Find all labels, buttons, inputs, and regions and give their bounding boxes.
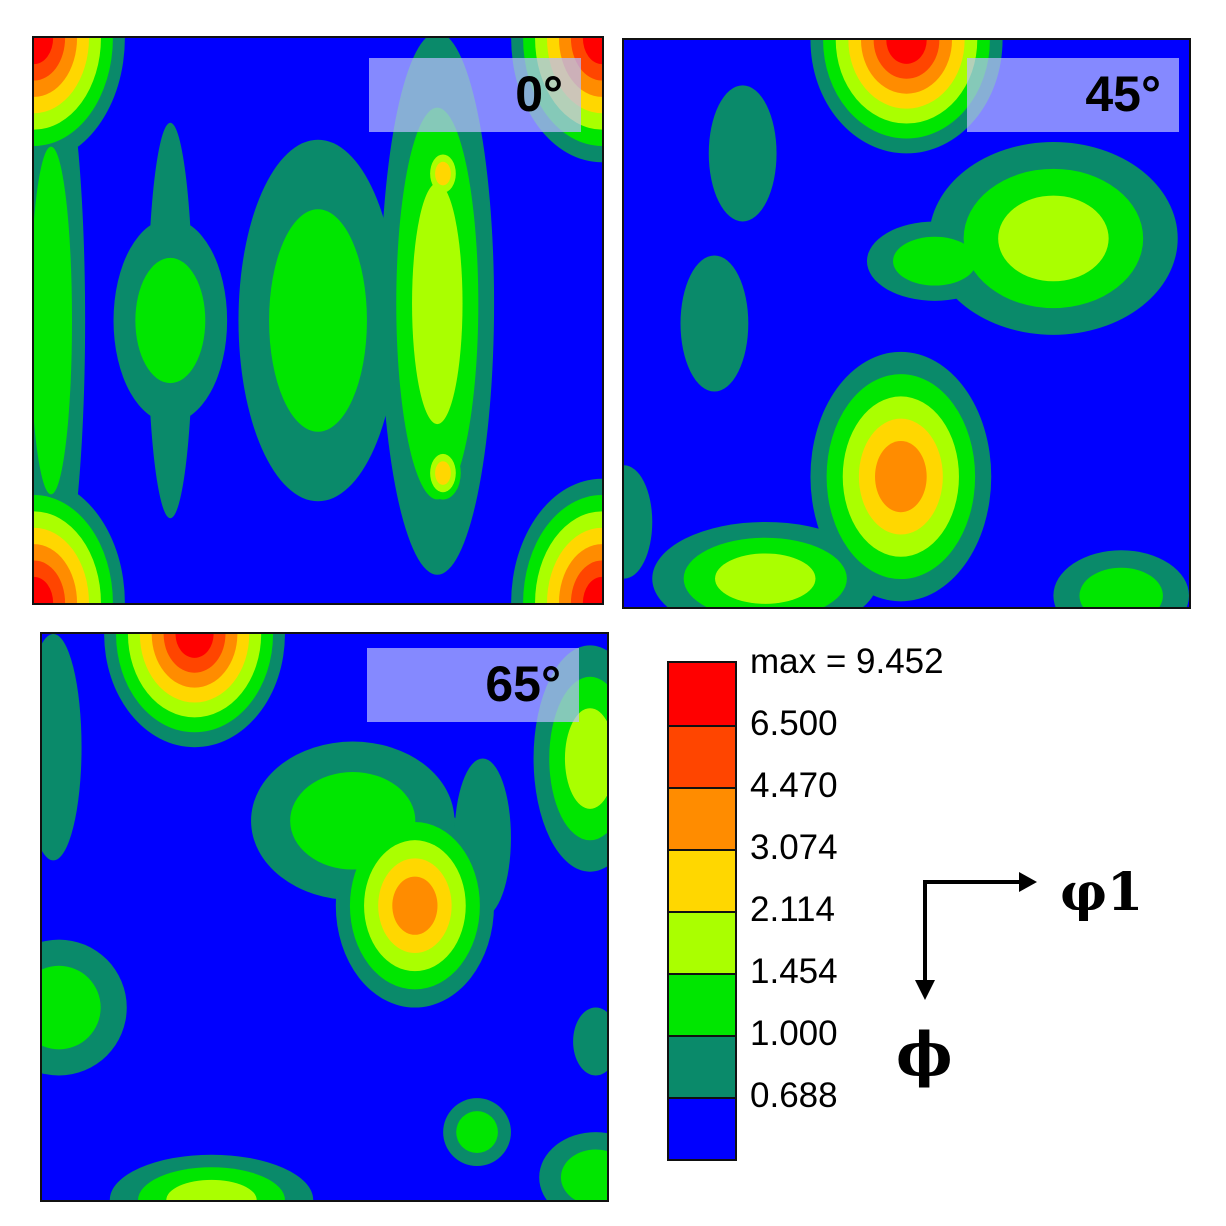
contour-p45-f7-level2 [1079,567,1163,607]
contour-p65-f5-level2 [42,965,101,1050]
section-label-0deg: 0° [369,58,581,132]
contour-p0-f2-level7 [582,38,602,65]
legend-label-2: 1.454 [750,952,838,991]
contour-p45-f1-level5 [875,440,927,513]
legend-label-0: 0.688 [750,1076,838,1115]
legend-swatch-2 [669,973,735,1035]
section-label-65deg: 65° [367,648,579,722]
legend-swatch-1 [669,1035,735,1097]
contour-p0-f1-level7 [34,576,54,603]
odf-section-0deg: 0° [32,36,604,605]
contour-p45-f3-level2 [893,236,977,286]
contour-p0-f4-level2 [34,146,73,495]
contour-p45-f0-level7 [886,40,927,64]
legend-swatch-3 [669,911,735,973]
legend-swatch-7 [669,663,735,725]
contour-p0-f5-level2 [135,257,206,384]
contour-p0-f8-level3 [412,183,463,425]
legend-label-6: 6.500 [750,704,838,743]
contour-p65-f3-level3 [564,708,607,809]
axis-arrows [915,872,1037,1000]
contour-p65-f7-level2 [456,1111,498,1153]
odf-section-45deg: 45° [622,38,1191,609]
legend-label-4: 3.074 [750,828,838,867]
legend-swatch-5 [669,787,735,849]
contour-p45-f5-level1 [680,255,749,392]
contour-p0-f0-level7 [34,38,54,65]
color-scale-bar [667,661,737,1161]
odf-section-65deg: 65° [40,632,609,1202]
odf-contour-0deg [34,38,602,603]
legend-swatch-0 [669,1097,735,1159]
legend-swatch-6 [669,725,735,787]
contour-p65-f0-level7 [175,634,214,658]
contour-p65-f1-level5 [392,876,438,935]
contour-p0-f7-level2 [269,209,367,432]
legend-label-5: 4.470 [750,766,838,805]
contour-p45-f4-level1 [708,85,777,222]
legend-label-3: 2.114 [750,890,835,929]
contour-p0-f3-level7 [582,576,602,603]
contour-p65-f8-level3 [166,1179,257,1200]
legend-label-1: 1.000 [750,1014,838,1053]
contour-p65-f2-level2 [290,772,416,870]
legend-label-7: max = 9.452 [750,642,944,681]
contour-p45-f6-level3 [715,553,816,604]
contour-p45-f8-level1 [624,465,653,579]
contour-p65-f10-level1 [573,1007,607,1076]
contour-p0-f10-level4 [435,461,451,485]
contour-p45-f2-level3 [998,195,1109,282]
legend-swatch-4 [669,849,735,911]
contour-p65-f4-level1 [42,634,82,861]
odf-contour-45deg [624,40,1189,607]
section-label-45deg: 45° [967,58,1179,132]
contour-p65-f9-level2 [560,1149,607,1200]
phi-axis-label: ϕ [896,1020,953,1090]
phi1-axis-label: φ1 [1060,862,1144,923]
odf-contour-65deg [42,634,607,1200]
contour-p0-f9-level4 [435,161,451,186]
